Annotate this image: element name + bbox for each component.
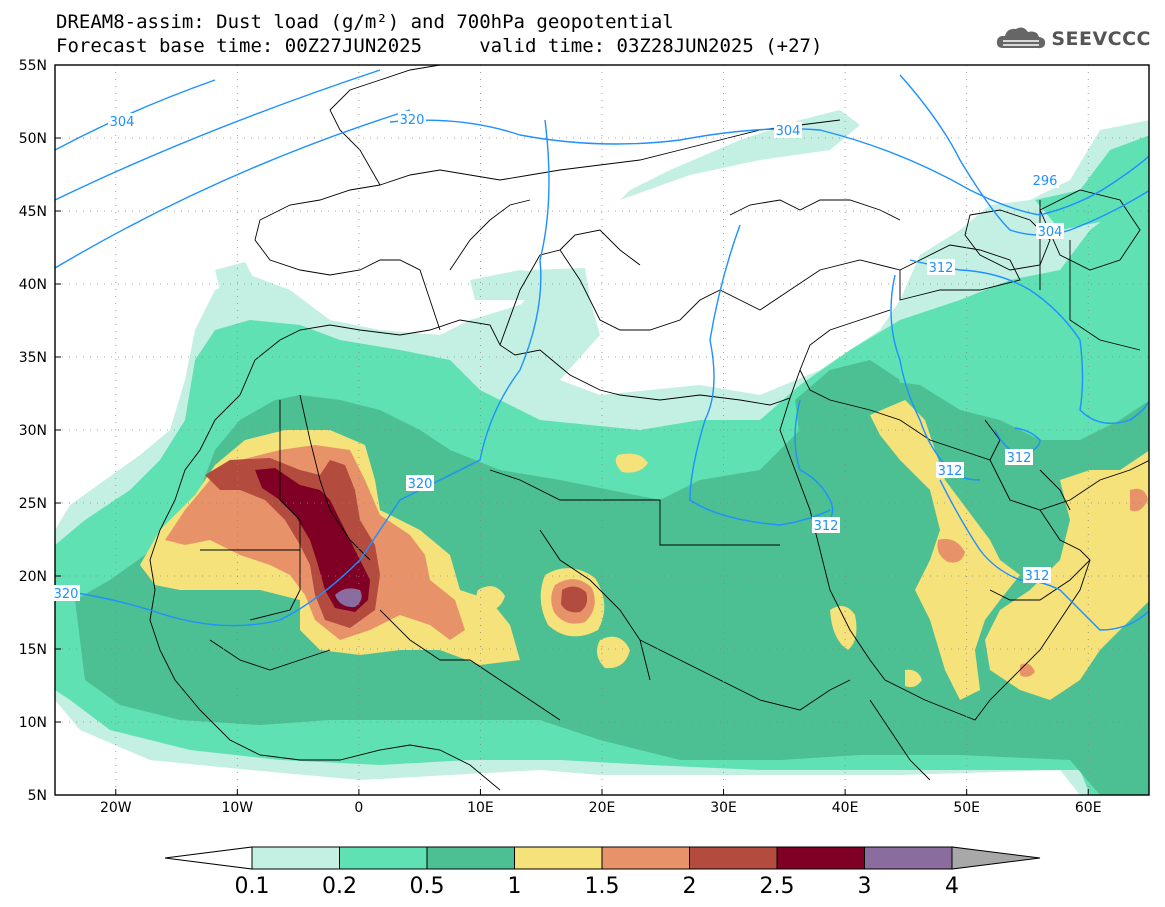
geopotential-contours (55, 69, 1149, 631)
dust-shade-1 (615, 453, 648, 473)
contour-line (55, 69, 381, 201)
longitude-tick-label: 20E (589, 800, 616, 816)
contour-label: 312 (812, 517, 840, 534)
colorbar-label: 2 (683, 874, 697, 899)
coastlines (149, 65, 1149, 791)
colorbar-swatch (776, 846, 865, 870)
latitude-tick-label: 10N (19, 715, 47, 731)
colorbar-label: 0.5 (410, 874, 445, 899)
dust-shade-1 (985, 450, 1149, 700)
contour-line (994, 427, 1041, 456)
svg-text:304: 304 (776, 124, 801, 139)
seevccc-logo: SEEVCCC (995, 24, 1151, 54)
latitude-tick-label: 45N (19, 204, 47, 220)
dust-shade-2 (561, 586, 588, 613)
svg-text:312: 312 (938, 464, 963, 479)
colorbar-under-arrow (164, 846, 253, 870)
colorbar-swatch (601, 846, 690, 870)
contour-label: 304 (108, 113, 136, 130)
colorbar-label: 0.2 (322, 874, 357, 899)
longitude-tick-label: 20W (100, 800, 132, 816)
contour-label: 312 (1023, 567, 1051, 584)
dust-shade-1 (596, 636, 630, 669)
longitude-tick-label: 60E (1075, 800, 1102, 816)
colorbar-label: 0.1 (235, 874, 270, 899)
longitude-tick-label: 10W (221, 800, 253, 816)
latitude-labels: 55N 50N 45N 40N 35N 30N 25N 20N 15N 10N 5N (19, 58, 61, 804)
colorbar-swatch (251, 846, 340, 870)
colorbar-label: 3 (858, 874, 872, 899)
colorbar: 0.1 0.2 0.5 1 1.5 2 2.5 3 4 (164, 846, 1041, 899)
contour-line (909, 259, 1149, 424)
cloud-icon (997, 27, 1046, 49)
latitude-tick-label: 40N (19, 277, 47, 293)
contour-line (55, 109, 411, 269)
svg-text:304: 304 (1038, 225, 1063, 240)
colorbar-swatch (426, 846, 515, 870)
latitude-tick-label: 35N (19, 350, 47, 366)
contour-line (389, 119, 1149, 216)
contour-line (55, 119, 550, 627)
colorbar-swatch (514, 846, 603, 870)
svg-text:296: 296 (1033, 174, 1058, 189)
logo-text: SEEVCCC (1051, 28, 1151, 50)
contour-label: 312 (927, 259, 955, 276)
svg-text:320: 320 (408, 477, 433, 492)
latitude-tick-label: 5N (28, 788, 47, 804)
dust-shade-1 (830, 606, 857, 650)
colorbar-label: 4 (945, 874, 959, 899)
forecast-times: Forecast base time: 00Z27JUN2025 valid t… (56, 35, 823, 57)
longitude-tick-label: 10E (467, 800, 494, 816)
contour-label: 304 (1036, 223, 1064, 240)
contour-label: 296 (1031, 172, 1059, 189)
longitude-labels: 20W 10W 0 10E 20E 30E 40E 50E 60E (100, 789, 1102, 816)
colorbar-label: 1.5 (585, 874, 620, 899)
svg-text:312: 312 (814, 519, 839, 534)
longitude-tick-label: 0 (354, 800, 363, 816)
latitude-tick-label: 20N (19, 569, 47, 585)
contour-line (794, 399, 834, 521)
latitude-tick-label: 30N (19, 423, 47, 439)
map-title: DREAM8-assim: Dust load (g/m²) and 700hP… (56, 11, 674, 33)
svg-text:304: 304 (110, 115, 135, 130)
dust-shade-1 (905, 669, 922, 688)
colorbar-swatch (339, 846, 428, 870)
contour-labels: 304 320 304 296 304 312 320 312 312 312 312 320 (52, 111, 1064, 602)
colorbar-over-arrow (951, 846, 1041, 870)
svg-text:320: 320 (54, 587, 79, 602)
dust-shade-2.5 (255, 468, 370, 612)
contour-label: 312 (1005, 449, 1033, 466)
dust-shade-1.5 (1130, 488, 1148, 512)
colorbar-label: 1 (508, 874, 522, 899)
colorbar-swatch (689, 846, 778, 870)
contour-line (689, 224, 831, 526)
contour-label: 320 (52, 585, 80, 602)
contour-label: 312 (936, 462, 964, 479)
svg-text:312: 312 (1007, 451, 1032, 466)
dust-shade-3 (335, 588, 362, 608)
svg-text:312: 312 (1025, 569, 1050, 584)
latitude-tick-label: 55N (19, 58, 47, 74)
contour-line (899, 74, 1149, 236)
longitude-tick-label: 30E (710, 800, 737, 816)
colorbar-swatch (864, 846, 953, 870)
svg-text:312: 312 (929, 261, 954, 276)
colorbar-label: 2.5 (760, 874, 795, 899)
graticule (55, 65, 1149, 795)
dust-shade-1 (476, 586, 505, 611)
dust-shade-0.1 (620, 110, 860, 200)
longitude-tick-label: 40E (832, 800, 859, 816)
contour-label: 320 (406, 475, 434, 492)
svg-text:320: 320 (400, 113, 425, 128)
latitude-tick-label: 25N (19, 496, 47, 512)
latitude-tick-label: 15N (19, 642, 47, 658)
latitude-tick-label: 50N (19, 131, 47, 147)
contour-label: 304 (774, 122, 802, 139)
contour-line (55, 79, 216, 151)
longitude-tick-label: 50E (953, 800, 980, 816)
dust-shade-1.5 (937, 538, 965, 563)
contour-label: 320 (398, 111, 426, 128)
